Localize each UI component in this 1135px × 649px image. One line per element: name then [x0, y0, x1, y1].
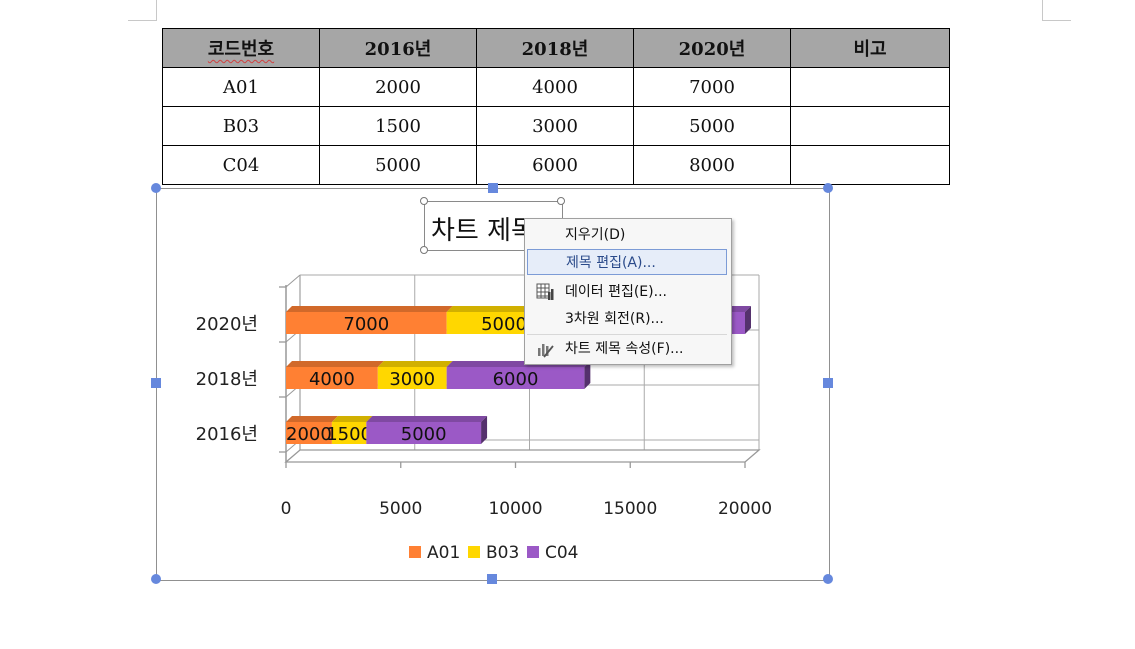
resize-handle-bottom-left[interactable] — [151, 574, 161, 584]
table-cell[interactable]: C04 — [162, 145, 320, 185]
bar-top-face — [377, 361, 453, 367]
table-row: A01 2000 4000 7000 — [162, 67, 950, 107]
bar-B03-2016년 — [331, 422, 367, 444]
menu-item-delete[interactable]: 지우기(D) — [527, 222, 727, 248]
table-cell[interactable] — [790, 106, 950, 146]
bar-A01-2016년 — [286, 422, 332, 444]
data-table: 코드번호 2016년 2018년 2020년 비고 A01 2000 4000 … — [162, 28, 950, 185]
bar-data-label: 4000 — [309, 369, 355, 390]
grid-line-side — [285, 274, 301, 288]
legend-swatch-C04 — [527, 546, 539, 558]
menu-item-label: 제목 편집(A)... — [566, 255, 656, 271]
legend-label-A01: A01 — [427, 543, 460, 563]
resize-handle-top[interactable] — [488, 183, 498, 193]
bar-C04-2018년 — [446, 367, 585, 389]
bar-side-face — [481, 416, 488, 444]
x-tick-label: 5000 — [379, 499, 422, 519]
menu-item-title-properties[interactable]: 차트 제목 속성(F)... — [527, 336, 727, 362]
table-cell[interactable]: 4000 — [476, 67, 634, 107]
page-corner-mark-left — [128, 0, 157, 21]
chart-floor — [284, 449, 761, 463]
bar-top-face — [286, 416, 338, 422]
menu-item-label: 3차원 회전(R)... — [565, 311, 664, 327]
title-handle-top-right[interactable] — [557, 197, 565, 205]
legend-label-B03: B03 — [486, 543, 519, 563]
bar-B03-2018년 — [377, 367, 447, 389]
x-tick-label: 0 — [281, 499, 292, 519]
title-handle-top-left[interactable] — [420, 197, 428, 205]
x-tick-label: 20000 — [718, 499, 772, 519]
resize-handle-top-left[interactable] — [151, 183, 161, 193]
x-tick-label: 15000 — [603, 499, 657, 519]
bar-data-label: 2000 — [286, 424, 332, 445]
table-cell[interactable]: 2000 — [319, 67, 477, 107]
header-note[interactable]: 비고 — [790, 28, 950, 68]
table-cell[interactable]: B03 — [162, 106, 320, 146]
title-handle-bottom-left[interactable] — [420, 246, 428, 254]
bar-data-label: 6000 — [493, 369, 539, 390]
menu-item-label: 차트 제목 속성(F)... — [565, 341, 684, 357]
context-menu: 지우기(D) 제목 편집(A)... 데이터 편집(E)... 3차원 회전(R… — [524, 218, 732, 365]
bar-data-label: 5000 — [481, 314, 527, 335]
table-cell[interactable]: 1500 — [319, 106, 477, 146]
bar-data-label: 1500 — [326, 424, 372, 445]
menu-item-label: 지우기(D) — [565, 227, 626, 243]
legend-swatch-A01 — [409, 546, 421, 558]
table-cell[interactable] — [790, 145, 950, 185]
table-cell[interactable]: 5000 — [319, 145, 477, 185]
chart-properties-icon — [538, 344, 554, 358]
category-label: 2020년 — [196, 314, 258, 335]
legend-label-C04: C04 — [545, 543, 579, 563]
page-corner-mark-right — [1042, 0, 1071, 21]
bar-top-face — [366, 416, 488, 422]
menu-item-edit-title[interactable]: 제목 편집(A)... — [527, 249, 727, 275]
data-grid-icon — [536, 283, 554, 300]
bar-data-label: 7000 — [343, 314, 389, 335]
category-label: 2016년 — [196, 424, 258, 445]
menu-item-label: 데이터 편집(E)... — [565, 284, 667, 300]
resize-handle-left[interactable] — [151, 378, 161, 388]
bar-top-face — [286, 306, 453, 312]
menu-item-3d-rotation[interactable]: 3차원 회전(R)... — [527, 306, 727, 332]
table-cell[interactable]: 7000 — [633, 67, 791, 107]
table-cell[interactable]: 6000 — [476, 145, 634, 185]
table-row: C04 5000 6000 8000 — [162, 145, 950, 185]
chart-title: 차트 제목 — [431, 216, 535, 246]
menu-separator — [527, 334, 727, 335]
table-row: B03 1500 3000 5000 — [162, 106, 950, 146]
category-label: 2018년 — [196, 369, 258, 390]
bar-top-face — [286, 361, 384, 367]
legend-swatch-B03 — [468, 546, 480, 558]
header-2020[interactable]: 2020년 — [633, 28, 791, 68]
table-header-row: 코드번호 2016년 2018년 2020년 비고 — [162, 28, 950, 68]
resize-handle-bottom-right[interactable] — [823, 574, 833, 584]
bar-data-label: 5000 — [401, 424, 447, 445]
header-code-text: 코드번호 — [207, 39, 275, 60]
resize-handle-bottom[interactable] — [487, 574, 497, 584]
bar-data-label: 3000 — [389, 369, 435, 390]
x-tick-label: 10000 — [488, 499, 542, 519]
bar-A01-2018년 — [286, 367, 378, 389]
bar-top-face — [331, 416, 373, 422]
bar-A01-2020년 — [286, 312, 447, 334]
resize-handle-top-right[interactable] — [823, 183, 833, 193]
resize-handle-right[interactable] — [823, 378, 833, 388]
bar-C04-2016년 — [366, 422, 482, 444]
bar-side-face — [745, 306, 751, 334]
table-cell[interactable]: 8000 — [633, 145, 791, 185]
menu-item-edit-data[interactable]: 데이터 편집(E)... — [527, 279, 727, 305]
bar-side-face — [584, 361, 591, 389]
